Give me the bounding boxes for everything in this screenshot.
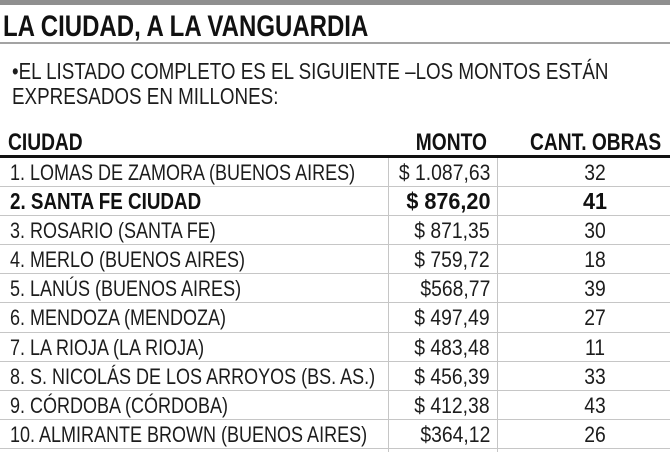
table-row: 8. S. NICOLÁS DE LOS ARROYOS (BS. AS.) $ … xyxy=(0,362,670,391)
cell-obras: 18 xyxy=(584,247,606,273)
column-divider xyxy=(388,158,389,452)
cell-monto: $ 412,38 xyxy=(414,392,490,418)
cell-monto: $ 759,72 xyxy=(414,247,490,273)
column-header-monto: MONTO xyxy=(415,129,487,156)
cell-ciudad: 7. LA RIOJA (LA RIOJA) xyxy=(10,334,205,360)
top-bar xyxy=(0,0,670,5)
table-row: 1. LOMAS DE ZAMORA (BUENOS AIRES) $ 1.087… xyxy=(0,158,670,188)
cell-monto: $ 876,20 xyxy=(405,188,490,215)
cell-obras: 41 xyxy=(582,188,608,215)
cell-obras: 30 xyxy=(584,218,606,244)
title-rule xyxy=(0,42,670,44)
chart-title: LA CIUDAD, A LA VANGUARDIA xyxy=(3,10,369,43)
cell-obras: 11 xyxy=(584,334,606,360)
table-header: CIUDAD MONTO CANT. OBRAS xyxy=(0,130,670,156)
cell-ciudad: 9. CÓRDOBA (CÓRDOBA) xyxy=(10,392,229,418)
table-row: 10. ALMIRANTE BROWN (BUENOS AIRES) $364,1… xyxy=(0,420,670,449)
cell-ciudad: 8. S. NICOLÁS DE LOS ARROYOS (BS. AS.) xyxy=(10,363,376,389)
table-row: 5. LANÚS (BUENOS AIRES) $568,77 39 xyxy=(0,274,670,304)
column-header-ciudad: CIUDAD xyxy=(8,129,83,156)
cell-monto: $ 483,48 xyxy=(414,334,490,360)
table-row: 4. MERLO (BUENOS AIRES) $ 759,72 18 xyxy=(0,245,670,275)
cell-monto: $ 456,39 xyxy=(414,363,490,389)
cell-obras: 43 xyxy=(584,392,606,418)
cell-ciudad: 1. LOMAS DE ZAMORA (BUENOS AIRES) xyxy=(10,160,356,185)
cell-ciudad: 2. SANTA FE CIUDAD xyxy=(10,188,202,215)
subtitle-line: •EL LISTADO COMPLETO ES EL SIGUIENTE –LO… xyxy=(12,58,609,84)
cell-obras: 27 xyxy=(584,305,606,331)
cell-obras: 32 xyxy=(584,160,606,185)
cell-monto: $ 871,35 xyxy=(414,218,490,244)
cell-monto: $364,12 xyxy=(420,421,490,447)
column-divider xyxy=(497,158,498,452)
subtitle-line: EXPRESADOS EN MILLONES: xyxy=(12,83,279,109)
table-row: 6. MENDOZA (MENDOZA) $ 497,49 27 xyxy=(0,303,670,333)
column-header-obras: CANT. OBRAS xyxy=(530,129,662,156)
cell-obras: 39 xyxy=(584,276,606,302)
cell-ciudad: 3. ROSARIO (SANTA FE) xyxy=(10,218,216,244)
table-body: 1. LOMAS DE ZAMORA (BUENOS AIRES) $ 1.087… xyxy=(0,158,670,449)
table-row: 7. LA RIOJA (LA RIOJA) $ 483,48 11 xyxy=(0,333,670,362)
cell-ciudad: 5. LANÚS (BUENOS AIRES) xyxy=(10,276,242,302)
header-rule xyxy=(0,155,670,158)
table-row: 3. ROSARIO (SANTA FE) $ 871,35 30 xyxy=(0,216,670,246)
cell-monto: $568,77 xyxy=(420,276,490,302)
table-row: 9. CÓRDOBA (CÓRDOBA) $ 412,38 43 xyxy=(0,391,670,420)
cell-monto: $ 497,49 xyxy=(414,305,490,331)
cell-obras: 33 xyxy=(584,363,606,389)
cell-ciudad: 10. ALMIRANTE BROWN (BUENOS AIRES) xyxy=(10,421,368,447)
cell-ciudad: 4. MERLO (BUENOS AIRES) xyxy=(10,247,246,273)
cell-monto: $ 1.087,63 xyxy=(398,160,490,185)
cell-obras: 26 xyxy=(584,421,606,447)
cell-ciudad: 6. MENDOZA (MENDOZA) xyxy=(10,305,227,331)
table-row: 2. SANTA FE CIUDAD $ 876,20 41 xyxy=(0,187,670,217)
